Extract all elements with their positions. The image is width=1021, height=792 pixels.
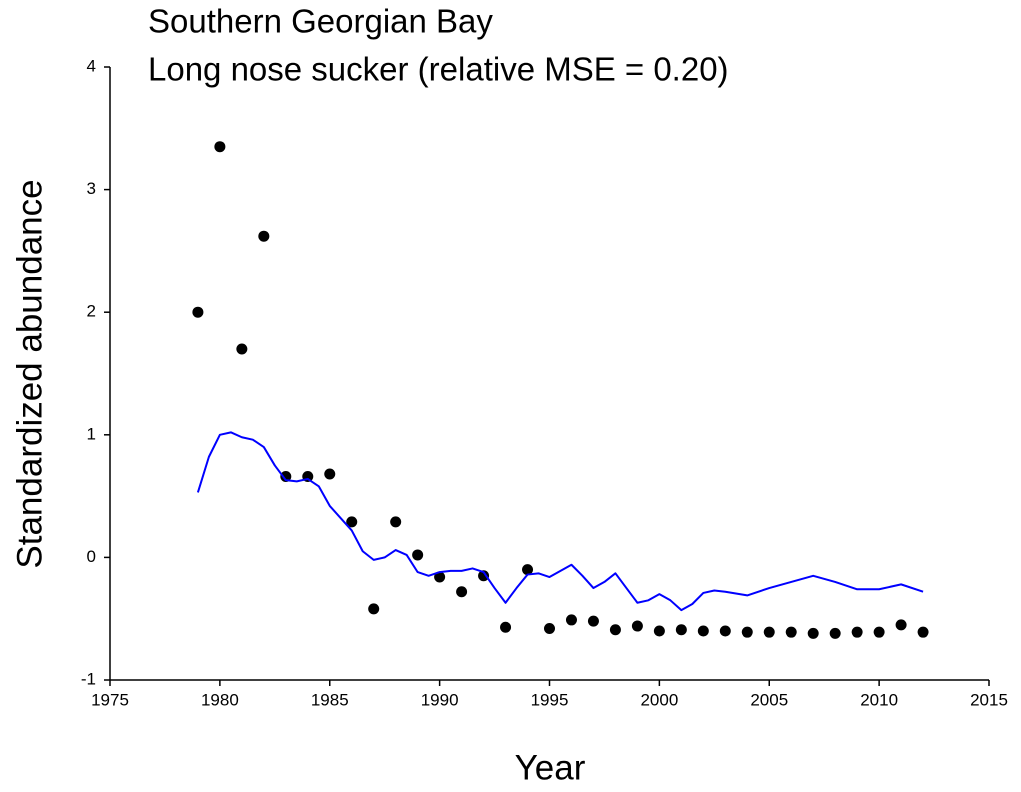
y-tick-label: 3	[87, 179, 96, 198]
x-tick-label: 2000	[640, 690, 678, 709]
data-point	[697, 625, 709, 637]
data-point	[500, 621, 512, 633]
data-point	[829, 627, 841, 639]
data-point	[214, 141, 226, 153]
data-point	[368, 603, 380, 615]
data-point	[522, 564, 534, 576]
data-point	[565, 614, 577, 626]
data-point	[851, 626, 863, 638]
x-tick-label: 2005	[750, 690, 788, 709]
x-tick-label: 1980	[201, 690, 239, 709]
x-tick-label: 1990	[421, 690, 459, 709]
data-point	[434, 571, 446, 583]
data-point	[895, 619, 907, 631]
chart-subtitle: Long nose sucker (relative MSE = 0.20)	[148, 51, 729, 88]
y-tick-label: -1	[81, 669, 96, 688]
x-tick-label: 2015	[970, 690, 1008, 709]
data-point	[280, 470, 292, 482]
data-point	[719, 625, 731, 637]
data-point	[763, 626, 775, 638]
data-point	[807, 627, 819, 639]
data-point	[675, 624, 687, 636]
data-point	[917, 626, 929, 638]
data-point	[324, 468, 336, 480]
data-point	[192, 306, 204, 318]
x-tick-label: 1995	[531, 690, 569, 709]
data-point	[390, 516, 402, 528]
data-point	[741, 626, 753, 638]
y-tick-label: 0	[87, 547, 96, 566]
chart-title: Southern Georgian Bay	[148, 3, 493, 40]
y-axis-title: Standardized abundance	[10, 179, 49, 568]
data-point	[346, 516, 358, 528]
data-point	[236, 343, 248, 355]
data-point	[609, 624, 621, 636]
data-point	[653, 625, 665, 637]
x-tick-label: 2010	[860, 690, 898, 709]
data-point	[587, 615, 599, 627]
data-point	[412, 549, 424, 561]
data-point	[785, 626, 797, 638]
x-tick-label: 1985	[311, 690, 349, 709]
y-tick-label: 1	[87, 424, 96, 443]
data-point	[544, 623, 555, 635]
y-tick-label: 4	[87, 56, 96, 75]
x-axis-title: Year	[515, 748, 586, 787]
x-tick-label: 1975	[91, 690, 129, 709]
data-point	[631, 620, 643, 632]
data-point	[258, 230, 270, 242]
data-point	[478, 570, 490, 582]
data-point	[873, 626, 885, 638]
trend-line	[196, 431, 924, 612]
y-tick-label: 2	[87, 302, 96, 321]
data-point	[456, 586, 468, 598]
